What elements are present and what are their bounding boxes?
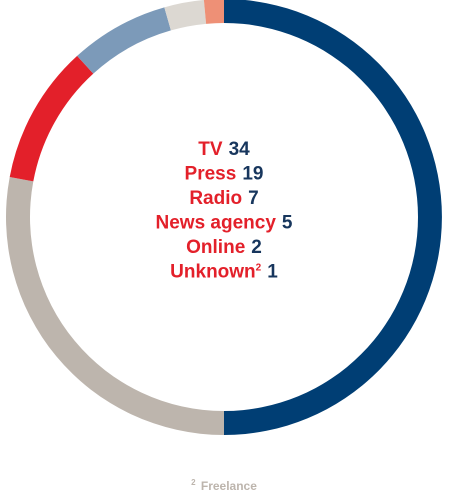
- label-value: 2: [251, 237, 262, 258]
- label-name: Press: [185, 164, 237, 185]
- label-value: 5: [282, 213, 293, 234]
- slice-news-agency: [77, 7, 171, 74]
- label-value: 1: [267, 262, 278, 283]
- slice-tv: [224, 0, 442, 435]
- label-value: 7: [248, 188, 259, 209]
- footnote: 2 Freelance: [191, 474, 257, 493]
- label-name: TV: [198, 139, 223, 160]
- label-radio: Radio 7: [189, 188, 258, 209]
- slice-radio: [9, 55, 94, 182]
- footnote-marker: 2: [191, 478, 196, 487]
- label-press: Press 19: [185, 164, 264, 185]
- label-name: News agency: [156, 213, 277, 234]
- slice-online: [164, 0, 207, 31]
- label-value: 34: [229, 139, 251, 160]
- footnote-text: Freelance: [201, 479, 257, 493]
- label-footnote-marker: 2: [256, 263, 262, 274]
- slice-press: [5, 176, 225, 435]
- donut-slices: [5, 0, 442, 435]
- label-name: Unknown: [170, 262, 256, 283]
- label-tv: TV 34: [198, 139, 250, 160]
- label-name: Online: [186, 237, 245, 258]
- label-name: Radio: [189, 188, 242, 209]
- label-news-agency: News agency 5: [156, 213, 293, 234]
- slice-unknown: [203, 0, 224, 24]
- label-online: Online 2: [186, 237, 262, 258]
- label-unknown: Unknown2 1: [170, 262, 278, 283]
- label-value: 19: [242, 164, 263, 185]
